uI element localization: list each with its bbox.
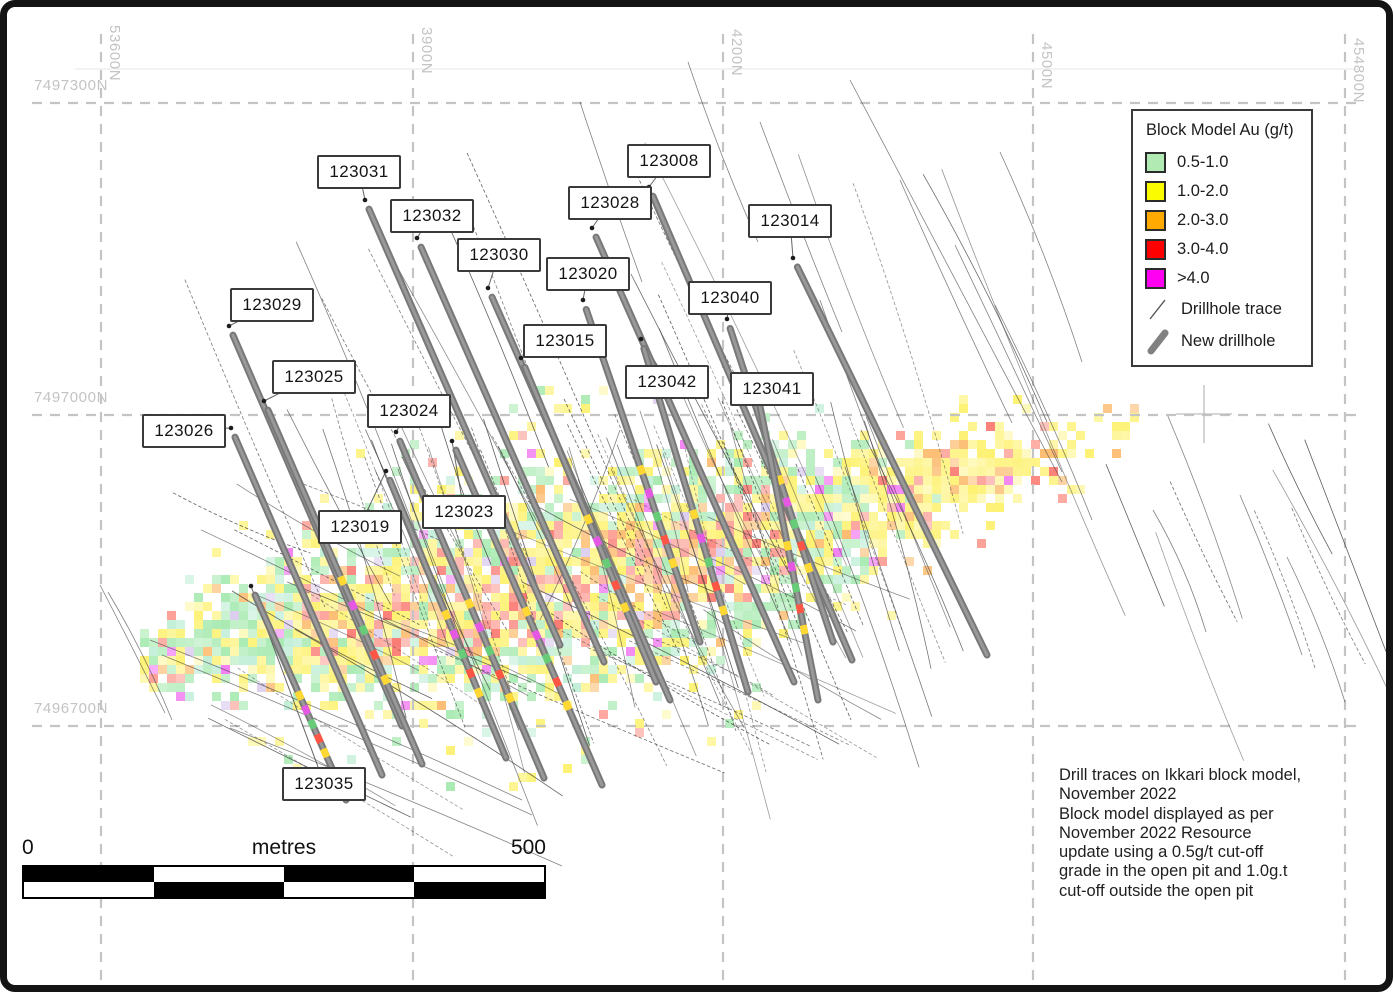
grid-y-label-7496700N: 7496700N bbox=[33, 700, 108, 717]
drillhole-label-123023: 123023 bbox=[422, 495, 506, 529]
drillhole-label-123020: 123020 bbox=[546, 257, 630, 291]
legend-swatch bbox=[1145, 152, 1166, 173]
scale-bar-segment bbox=[414, 867, 544, 882]
legend-drillhole-trace-row: Drillhole trace bbox=[1145, 293, 1311, 325]
grid-y-label-7497300N: 7497300N bbox=[33, 77, 108, 94]
legend-item: >4.0 bbox=[1145, 264, 1311, 293]
legend-item-label: 2.0-3.0 bbox=[1177, 211, 1229, 229]
drillhole-label-123029: 123029 bbox=[230, 288, 314, 322]
scale-bar-segment bbox=[24, 882, 154, 897]
grid-x-label-4200N: 4200N bbox=[728, 29, 745, 77]
drillhole-label-123030: 123030 bbox=[457, 238, 541, 272]
legend-item-label: 0.5-1.0 bbox=[1177, 153, 1229, 171]
legend-item-label: 3.0-4.0 bbox=[1177, 240, 1229, 258]
scale-bar-max-label: 500 bbox=[510, 836, 546, 859]
scale-bar-segment bbox=[284, 867, 414, 882]
legend-swatch bbox=[1145, 210, 1166, 231]
scale-bar-segment bbox=[154, 882, 284, 897]
grid-x-label-454800N: 454800N bbox=[1350, 38, 1367, 104]
legend-swatch bbox=[1145, 181, 1166, 202]
drillhole-label-123014: 123014 bbox=[748, 204, 832, 238]
scale-bar-labels: 0 metres 500 bbox=[22, 836, 546, 862]
drillhole-label-123028: 123028 bbox=[568, 186, 652, 220]
new-drillholes bbox=[226, 184, 991, 804]
scale-bar-segment bbox=[154, 867, 284, 882]
legend-swatch bbox=[1145, 268, 1166, 289]
block-model-cells bbox=[140, 377, 1139, 791]
grid-x-label-53600N: 53600N bbox=[106, 25, 123, 82]
drillhole-label-123026: 123026 bbox=[142, 414, 226, 448]
drillhole-label-123008: 123008 bbox=[627, 144, 711, 178]
drillhole-label-123040: 123040 bbox=[688, 281, 772, 315]
legend-drillhole-trace-label: Drillhole trace bbox=[1181, 299, 1282, 318]
scale-bar-zero-label: 0 bbox=[22, 836, 34, 859]
annotation-text: Drill traces on Ikkari block model, Nove… bbox=[1059, 766, 1302, 900]
grid-x-label-3900N: 3900N bbox=[418, 27, 435, 75]
new-drillhole-icon bbox=[1147, 329, 1169, 354]
legend-new-drillhole-label: New drillhole bbox=[1181, 331, 1276, 350]
legend-item-label: 1.0-2.0 bbox=[1177, 182, 1229, 200]
scale-bar-segment bbox=[284, 882, 414, 897]
drillhole-label-123041: 123041 bbox=[730, 372, 814, 406]
legend-new-drillhole-row: New drillhole bbox=[1145, 325, 1311, 357]
grid-x-label-4500N: 4500N bbox=[1038, 42, 1055, 90]
drillhole-label-123042: 123042 bbox=[625, 365, 709, 399]
legend-items: 0.5-1.0 1.0-2.0 2.0-3.0 3.0-4.0 >4.0 bbox=[1145, 148, 1311, 293]
legend-swatch bbox=[1145, 239, 1166, 260]
drillhole-label-123015: 123015 bbox=[523, 324, 607, 358]
scale-bar-unit-label: metres bbox=[251, 836, 317, 859]
scale-bar-segment bbox=[414, 882, 544, 897]
legend-item: 1.0-2.0 bbox=[1145, 177, 1311, 206]
legend-title: Block Model Au (g/t) bbox=[1146, 121, 1294, 139]
grid-y-label-7497000N: 7497000N bbox=[33, 389, 108, 406]
drillhole-trace-icon bbox=[1149, 299, 1166, 319]
drillhole-label-123035: 123035 bbox=[282, 767, 366, 801]
drillhole-label-123019: 123019 bbox=[318, 510, 402, 544]
legend-item: 2.0-3.0 bbox=[1145, 206, 1311, 235]
scale-bar-segment bbox=[24, 867, 154, 882]
drillhole-label-123032: 123032 bbox=[390, 199, 474, 233]
drillhole-label-123031: 123031 bbox=[317, 155, 401, 189]
legend-item-label: >4.0 bbox=[1177, 269, 1210, 287]
legend-item: 0.5-1.0 bbox=[1145, 148, 1311, 177]
drillhole-label-123024: 123024 bbox=[367, 394, 451, 428]
scale-bar-checker bbox=[22, 865, 546, 899]
scale-bar: 0 metres 500 bbox=[22, 836, 546, 899]
drillhole-label-123025: 123025 bbox=[272, 360, 356, 394]
legend: Block Model Au (g/t) 0.5-1.0 1.0-2.0 2.0-3… bbox=[1131, 109, 1313, 367]
legend-item: 3.0-4.0 bbox=[1145, 235, 1311, 264]
